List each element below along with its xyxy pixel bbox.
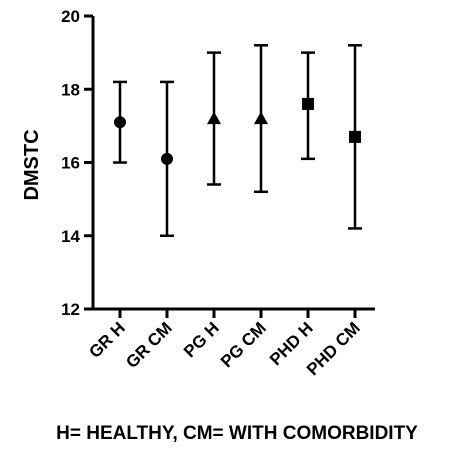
y-axis: 12 14 16 18 20 <box>61 7 95 319</box>
x-tick-label: GR CM <box>122 318 176 372</box>
data-point-group <box>207 51 221 186</box>
data-point-group <box>113 80 127 164</box>
x-tick-label: GR H <box>85 318 128 361</box>
data-marks <box>113 44 362 237</box>
y-tick-label: 20 <box>61 7 80 26</box>
data-point-circle <box>161 152 173 165</box>
data-point-triangle <box>207 111 221 125</box>
data-point-group <box>254 44 268 194</box>
y-tick-label: 18 <box>61 80 80 99</box>
data-point-group <box>160 80 174 237</box>
chart-annotation: H= HEALTHY, CM= WITH COMORBIDITY <box>56 423 418 444</box>
y-tick-label: 14 <box>61 227 80 246</box>
data-point-group <box>301 51 315 161</box>
x-tick-label: PG H <box>180 318 223 361</box>
data-point-square <box>349 130 361 143</box>
data-point-square <box>302 97 314 110</box>
data-point-triangle <box>254 111 268 125</box>
y-tick-label: 16 <box>61 154 80 173</box>
y-axis-title: DMSTC <box>21 129 43 200</box>
data-point-circle <box>114 116 126 129</box>
x-tick-label: PG CM <box>217 318 270 371</box>
y-tick-label: 12 <box>61 300 80 319</box>
data-point-group <box>348 44 362 230</box>
